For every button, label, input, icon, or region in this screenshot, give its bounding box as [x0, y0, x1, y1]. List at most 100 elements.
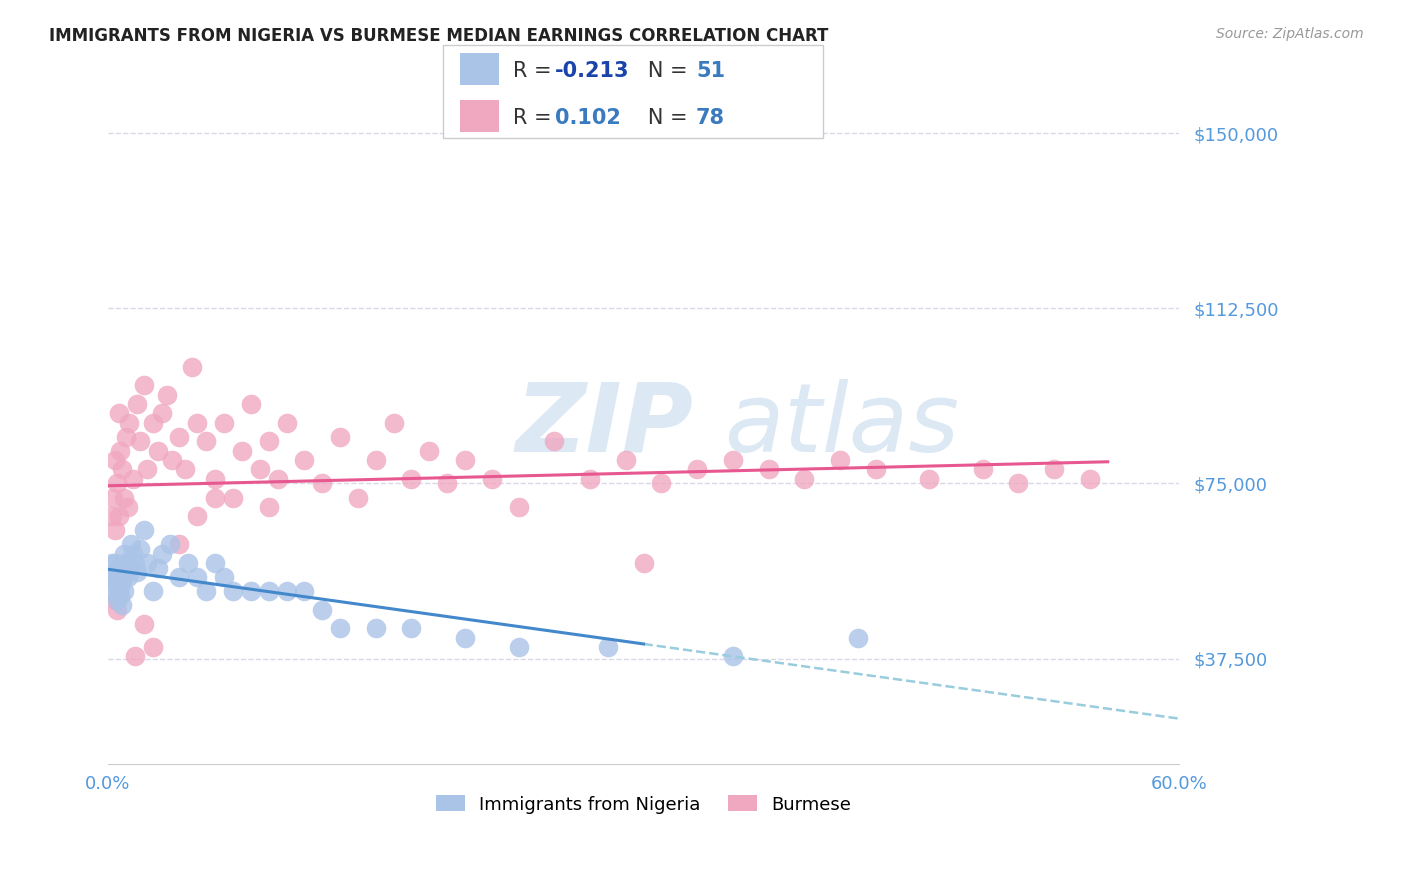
- Point: [239, 397, 262, 411]
- Point: [156, 388, 179, 402]
- Point: [633, 556, 655, 570]
- Point: [204, 491, 226, 505]
- Point: [142, 416, 165, 430]
- Point: [136, 556, 159, 570]
- Point: [257, 584, 280, 599]
- Point: [103, 584, 125, 599]
- Point: [266, 472, 288, 486]
- Legend: Immigrants from Nigeria, Burmese: Immigrants from Nigeria, Burmese: [427, 786, 860, 822]
- Point: [129, 434, 152, 449]
- Point: [104, 556, 127, 570]
- Text: R =: R =: [513, 108, 565, 128]
- Point: [115, 560, 138, 574]
- Point: [111, 570, 134, 584]
- Point: [110, 570, 132, 584]
- Text: ZIP: ZIP: [515, 378, 693, 472]
- Point: [111, 574, 134, 589]
- Point: [257, 434, 280, 449]
- Text: atlas: atlas: [724, 378, 959, 472]
- Point: [103, 570, 125, 584]
- Point: [212, 416, 235, 430]
- Text: R =: R =: [513, 61, 558, 81]
- Point: [110, 443, 132, 458]
- Point: [401, 472, 423, 486]
- Point: [110, 589, 132, 603]
- Point: [972, 462, 994, 476]
- Point: [115, 556, 138, 570]
- Point: [596, 640, 619, 654]
- Point: [865, 462, 887, 476]
- Point: [276, 584, 298, 599]
- Point: [195, 434, 218, 449]
- Point: [117, 500, 139, 514]
- Point: [107, 584, 129, 599]
- Point: [105, 579, 128, 593]
- Point: [846, 631, 869, 645]
- Point: [454, 453, 477, 467]
- Point: [347, 491, 370, 505]
- Point: [329, 621, 352, 635]
- Point: [329, 430, 352, 444]
- Text: 51: 51: [696, 61, 725, 81]
- Point: [104, 593, 127, 607]
- Point: [124, 649, 146, 664]
- Point: [112, 584, 135, 599]
- Point: [115, 430, 138, 444]
- Text: 0.102: 0.102: [555, 108, 621, 128]
- Point: [186, 416, 208, 430]
- Text: N =: N =: [628, 61, 695, 81]
- Point: [508, 640, 530, 654]
- Point: [222, 491, 245, 505]
- Point: [103, 491, 125, 505]
- Point: [364, 621, 387, 635]
- Point: [105, 602, 128, 616]
- Text: 78: 78: [696, 108, 725, 128]
- Point: [125, 397, 148, 411]
- Point: [276, 416, 298, 430]
- Point: [195, 584, 218, 599]
- Point: [122, 472, 145, 486]
- Text: N =: N =: [628, 108, 695, 128]
- Point: [104, 453, 127, 467]
- Point: [614, 453, 637, 467]
- Point: [146, 560, 169, 574]
- Point: [918, 472, 941, 486]
- Point: [169, 570, 191, 584]
- Point: [132, 616, 155, 631]
- Point: [177, 556, 200, 570]
- Point: [105, 593, 128, 607]
- Point: [142, 584, 165, 599]
- Point: [107, 406, 129, 420]
- Point: [104, 523, 127, 537]
- Point: [136, 462, 159, 476]
- Point: [222, 584, 245, 599]
- Point: [120, 537, 142, 551]
- Point: [111, 598, 134, 612]
- Point: [401, 621, 423, 635]
- Point: [125, 566, 148, 580]
- Point: [1007, 476, 1029, 491]
- Point: [231, 443, 253, 458]
- Text: -0.213: -0.213: [555, 61, 630, 81]
- Point: [828, 453, 851, 467]
- Point: [311, 476, 333, 491]
- Point: [186, 570, 208, 584]
- Point: [508, 500, 530, 514]
- Point: [436, 476, 458, 491]
- Point: [186, 509, 208, 524]
- Point: [543, 434, 565, 449]
- Point: [100, 556, 122, 570]
- Point: [107, 584, 129, 599]
- Point: [721, 453, 744, 467]
- Point: [169, 430, 191, 444]
- Point: [132, 378, 155, 392]
- Point: [115, 556, 138, 570]
- Point: [150, 547, 173, 561]
- Point: [292, 584, 315, 599]
- Point: [117, 570, 139, 584]
- Point: [105, 566, 128, 580]
- Point: [132, 523, 155, 537]
- Point: [173, 462, 195, 476]
- Point: [162, 453, 184, 467]
- Point: [118, 416, 141, 430]
